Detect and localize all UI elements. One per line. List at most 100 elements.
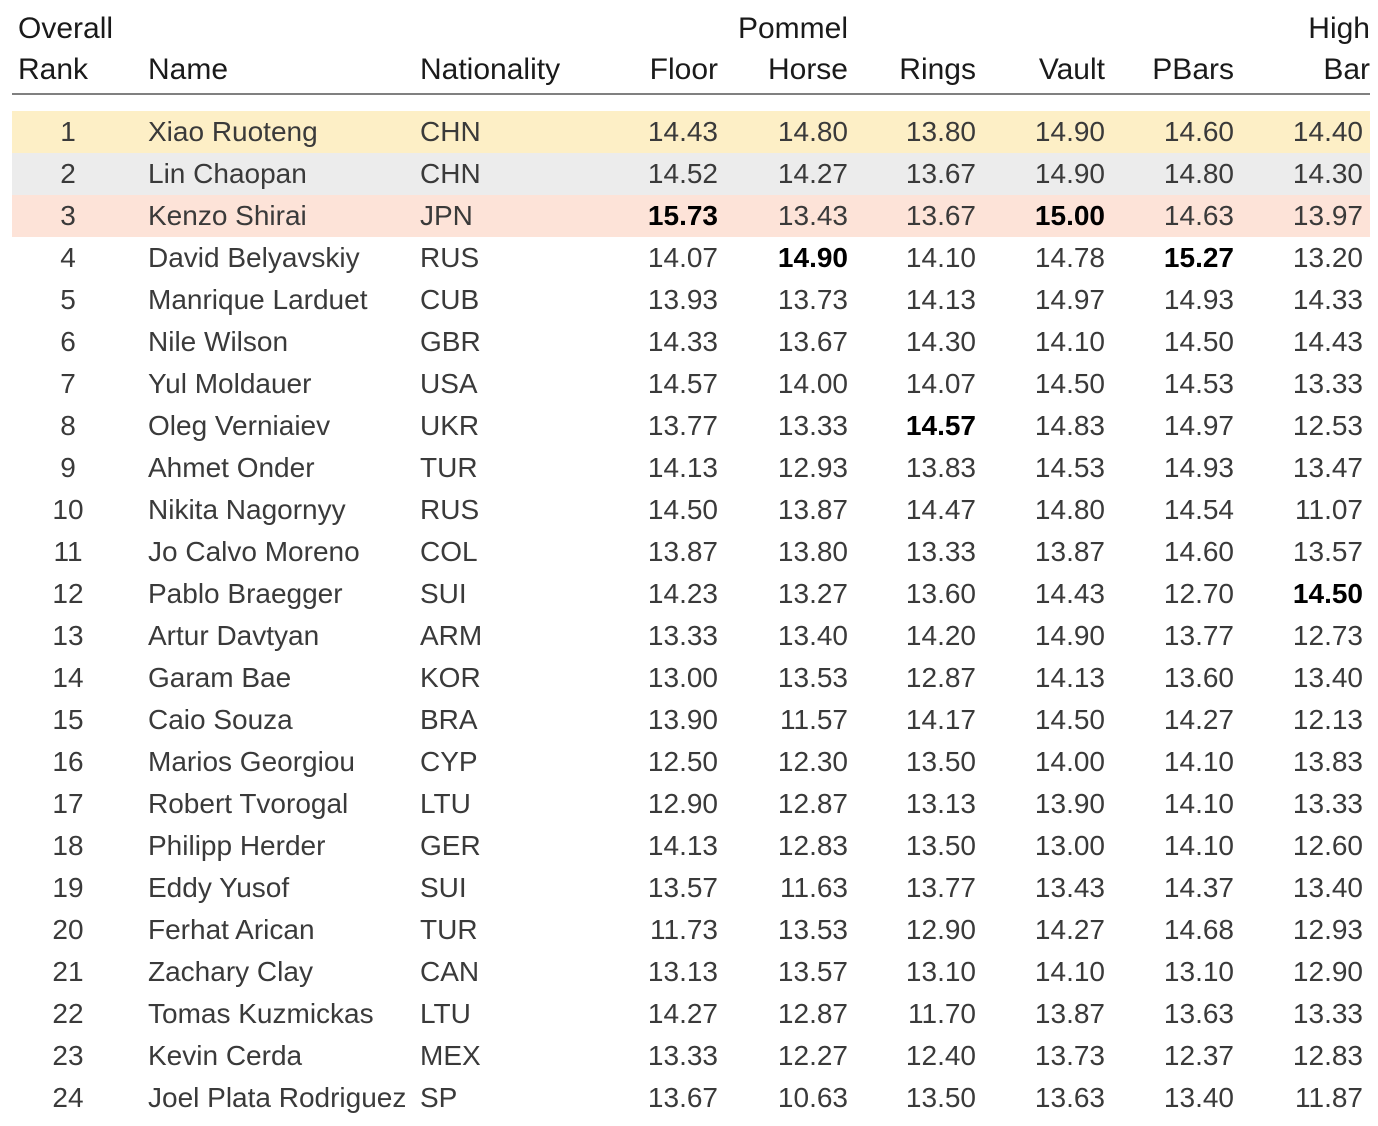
- pommel-horse-score-cell: 12.87: [777, 998, 848, 1029]
- rank-cell: 10: [52, 494, 84, 525]
- name-cell: Joel Plata Rodriguez: [148, 1082, 407, 1113]
- pbars-score-cell: 14.27: [1163, 704, 1234, 735]
- header-name: Name: [148, 8, 348, 90]
- name-cell: Xiao Ruoteng: [148, 116, 318, 147]
- vault-score-cell: 14.43: [1034, 578, 1105, 609]
- name-cell: Robert Tvorogal: [148, 788, 349, 819]
- rank-cell: 9: [60, 452, 76, 483]
- rings-score-cell: 12.40: [905, 1040, 976, 1071]
- floor-score-cell: 13.00: [647, 662, 718, 693]
- nationality-cell: ARM: [420, 620, 483, 651]
- high-bar-score-cell: 13.57: [1292, 536, 1363, 567]
- vault-score-cell: 13.43: [1034, 872, 1105, 903]
- high-bar-score-cell: 13.83: [1292, 746, 1363, 777]
- table-row: 22 Tomas Kuzmickas LTU 14.27 12.87 11.70 13.87…: [12, 993, 1370, 1035]
- table-row: 11 Jo Calvo Moreno COL 13.87 13.80 13.33 13.87…: [12, 531, 1370, 573]
- rank-cell: 6: [60, 326, 76, 357]
- table-row: 20 Ferhat Arican TUR 11.73 13.53 12.90 14.27 14…: [12, 909, 1370, 951]
- table-row: 24 Joel Plata Rodriguez SP 13.67 10.63 13.50 1…: [12, 1077, 1370, 1119]
- floor-score-cell: 13.87: [647, 536, 718, 567]
- rings-score-cell: 12.87: [905, 662, 976, 693]
- floor-score-cell: 14.52: [647, 158, 718, 189]
- pommel-horse-score-cell: 13.87: [777, 494, 848, 525]
- pbars-score-cell: 14.60: [1163, 116, 1234, 147]
- table-row: 12 Pablo Braegger SUI 14.23 13.27 13.60 14.43 1…: [12, 573, 1370, 615]
- table-row: 6 Nile Wilson GBR 14.33 13.67 14.30 14.10 14.50…: [12, 321, 1370, 363]
- nationality-cell: COL: [420, 536, 478, 567]
- name-cell: Garam Bae: [148, 662, 292, 693]
- pbars-score-cell: 14.10: [1163, 788, 1234, 819]
- pommel-horse-score-cell: 12.27: [777, 1040, 848, 1071]
- vault-score-cell: 14.90: [1034, 116, 1105, 147]
- floor-score-cell: 14.43: [647, 116, 718, 147]
- rank-cell: 13: [52, 620, 84, 651]
- nationality-cell: TUR: [420, 452, 478, 483]
- pbars-score-cell: 14.50: [1163, 326, 1234, 357]
- header-floor-line2: Floor: [649, 53, 718, 86]
- pbars-score-cell: 15.27: [1163, 242, 1234, 273]
- vault-score-cell: 14.53: [1034, 452, 1105, 483]
- nationality-cell: CYP: [420, 746, 478, 777]
- floor-score-cell: 15.73: [647, 200, 718, 231]
- table-row: 8 Oleg Verniaiev UKR 13.77 13.33 14.57 14.83 14…: [12, 405, 1370, 447]
- pbars-score-cell: 14.97: [1163, 410, 1234, 441]
- name-cell: Kenzo Shirai: [148, 200, 307, 231]
- name-cell: Tomas Kuzmickas: [148, 998, 374, 1029]
- vault-score-cell: 14.50: [1034, 704, 1105, 735]
- floor-score-cell: 14.13: [647, 452, 718, 483]
- floor-score-cell: 13.67: [647, 1082, 718, 1113]
- pommel-horse-score-cell: 13.40: [777, 620, 848, 651]
- pbars-score-cell: 14.68: [1163, 914, 1234, 945]
- rings-score-cell: 13.67: [905, 200, 976, 231]
- rank-cell: 18: [52, 830, 84, 861]
- rank-cell: 20: [52, 914, 84, 945]
- header-rings: Rings: [848, 8, 976, 90]
- vault-score-cell: 14.00: [1034, 746, 1105, 777]
- rings-score-cell: 13.50: [905, 746, 976, 777]
- rings-score-cell: 11.70: [908, 998, 976, 1029]
- pommel-horse-score-cell: 12.83: [777, 830, 848, 861]
- header-vault-line2: Vault: [1038, 53, 1105, 86]
- rank-cell: 21: [52, 956, 84, 987]
- floor-score-cell: 14.57: [647, 368, 718, 399]
- table-header: Overall Rank Name Nationality Floor Pommel Hor…: [12, 0, 1370, 90]
- vault-score-cell: 13.00: [1034, 830, 1105, 861]
- vault-score-cell: 14.90: [1034, 158, 1105, 189]
- pommel-horse-score-cell: 12.30: [777, 746, 848, 777]
- table-row: 15 Caio Souza BRA 13.90 11.57 14.17 14.50 14.27…: [12, 699, 1370, 741]
- table-row: 19 Eddy Yusof SUI 13.57 11.63 13.77 13.43 14.37…: [12, 867, 1370, 909]
- table-row: 17 Robert Tvorogal LTU 12.90 12.87 13.13 13.90…: [12, 783, 1370, 825]
- nationality-cell: BRA: [420, 704, 478, 735]
- header-floor-line1: [572, 8, 718, 49]
- pbars-score-cell: 14.53: [1163, 368, 1234, 399]
- floor-score-cell: 12.50: [647, 746, 718, 777]
- nationality-cell: MEX: [420, 1040, 481, 1071]
- nationality-cell: CHN: [420, 158, 481, 189]
- rings-score-cell: 13.83: [905, 452, 976, 483]
- vault-score-cell: 15.00: [1034, 200, 1105, 231]
- nationality-cell: SUI: [420, 872, 467, 903]
- rings-score-cell: 13.77: [905, 872, 976, 903]
- table-row: 13 Artur Davtyan ARM 13.33 13.40 14.20 14.90 13…: [12, 615, 1370, 657]
- nationality-cell: TUR: [420, 914, 478, 945]
- nationality-cell: KOR: [420, 662, 481, 693]
- header-highbar-line1: High: [1308, 12, 1370, 45]
- name-cell: Nile Wilson: [148, 326, 289, 357]
- floor-score-cell: 13.13: [647, 956, 718, 987]
- nationality-cell: CAN: [420, 956, 480, 987]
- pbars-score-cell: 14.93: [1163, 452, 1234, 483]
- high-bar-score-cell: 13.47: [1292, 452, 1363, 483]
- header-rank-line2: Rank: [18, 53, 89, 86]
- pbars-score-cell: 14.54: [1163, 494, 1234, 525]
- rank-cell: 19: [52, 872, 84, 903]
- name-cell: Kevin Cerda: [148, 1040, 303, 1071]
- gymnastics-results-table: Overall Rank Name Nationality Floor Pommel Hor…: [12, 0, 1370, 1126]
- table-row: 16 Marios Georgiou CYP 12.50 12.30 13.50 14.00…: [12, 741, 1370, 783]
- pbars-score-cell: 12.70: [1163, 578, 1234, 609]
- rings-score-cell: 13.67: [905, 158, 976, 189]
- rank-cell: 11: [53, 536, 83, 567]
- vault-score-cell: 14.97: [1034, 284, 1105, 315]
- name-cell: Yul Moldauer: [148, 368, 312, 399]
- pommel-horse-score-cell: 13.73: [777, 284, 848, 315]
- header-rank: Overall Rank: [18, 8, 138, 90]
